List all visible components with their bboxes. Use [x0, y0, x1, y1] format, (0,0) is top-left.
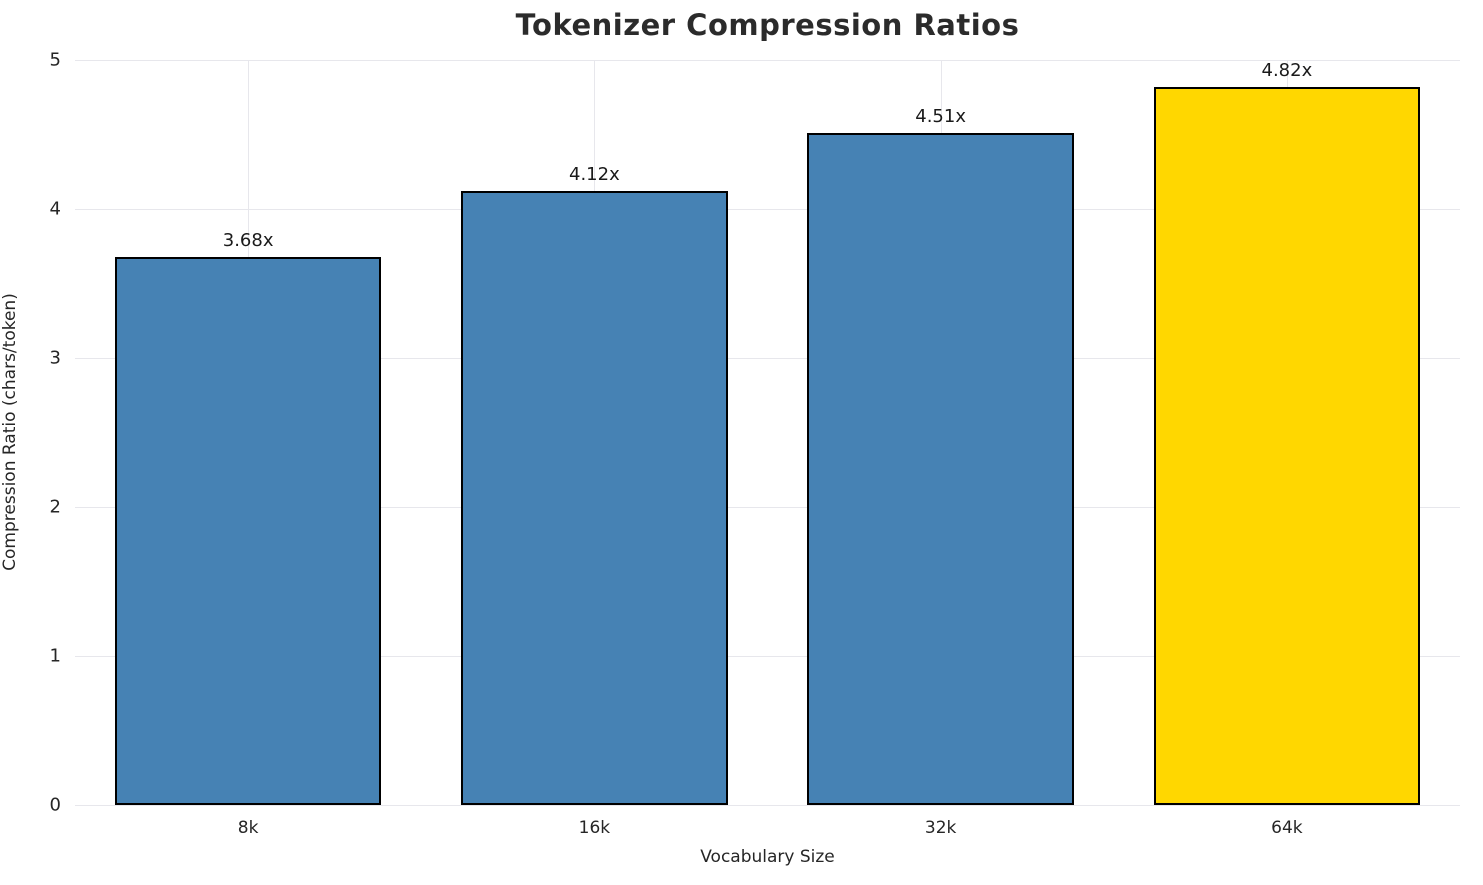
bar-value-label: 4.51x: [915, 106, 966, 127]
x-tick-label: 32k: [924, 818, 957, 838]
y-tick-label: 5: [49, 49, 61, 71]
y-tick-label: 3: [49, 347, 61, 369]
x-tick-label: 64k: [1271, 818, 1303, 838]
x-tick-label: 8k: [237, 818, 259, 838]
bar: [807, 133, 1074, 805]
x-axis-label: Vocabulary Size: [700, 847, 835, 867]
bar-value-label: 3.68x: [222, 229, 274, 251]
y-tick-label: 1: [49, 645, 61, 667]
gridline: [75, 60, 1460, 61]
gridline: [75, 209, 1460, 210]
plot-area: 0 1 2 3 4 5 3.68x 8k 4.12x 16k 4.51x 32k 4.82x 64k: [50, 50, 1460, 838]
gridline: [75, 358, 1460, 359]
y-tick-label: 4: [49, 198, 61, 220]
bar-value-label: 4.82x: [1261, 59, 1313, 81]
bar-value-label: 4.12x: [569, 164, 620, 186]
bar: [1153, 86, 1421, 805]
chart-title: Tokenizer Compression Ratios: [515, 8, 1020, 42]
gridline: [75, 656, 1460, 657]
gridline: [75, 805, 1460, 806]
gridline: [75, 507, 1460, 508]
y-tick-label: 0: [49, 794, 61, 816]
y-axis-label: Compression Ratio (chars/token): [0, 293, 20, 571]
bar: [461, 191, 728, 805]
bar: [114, 256, 382, 805]
y-tick-label: 2: [49, 496, 61, 518]
x-tick-label: 16k: [578, 818, 611, 838]
